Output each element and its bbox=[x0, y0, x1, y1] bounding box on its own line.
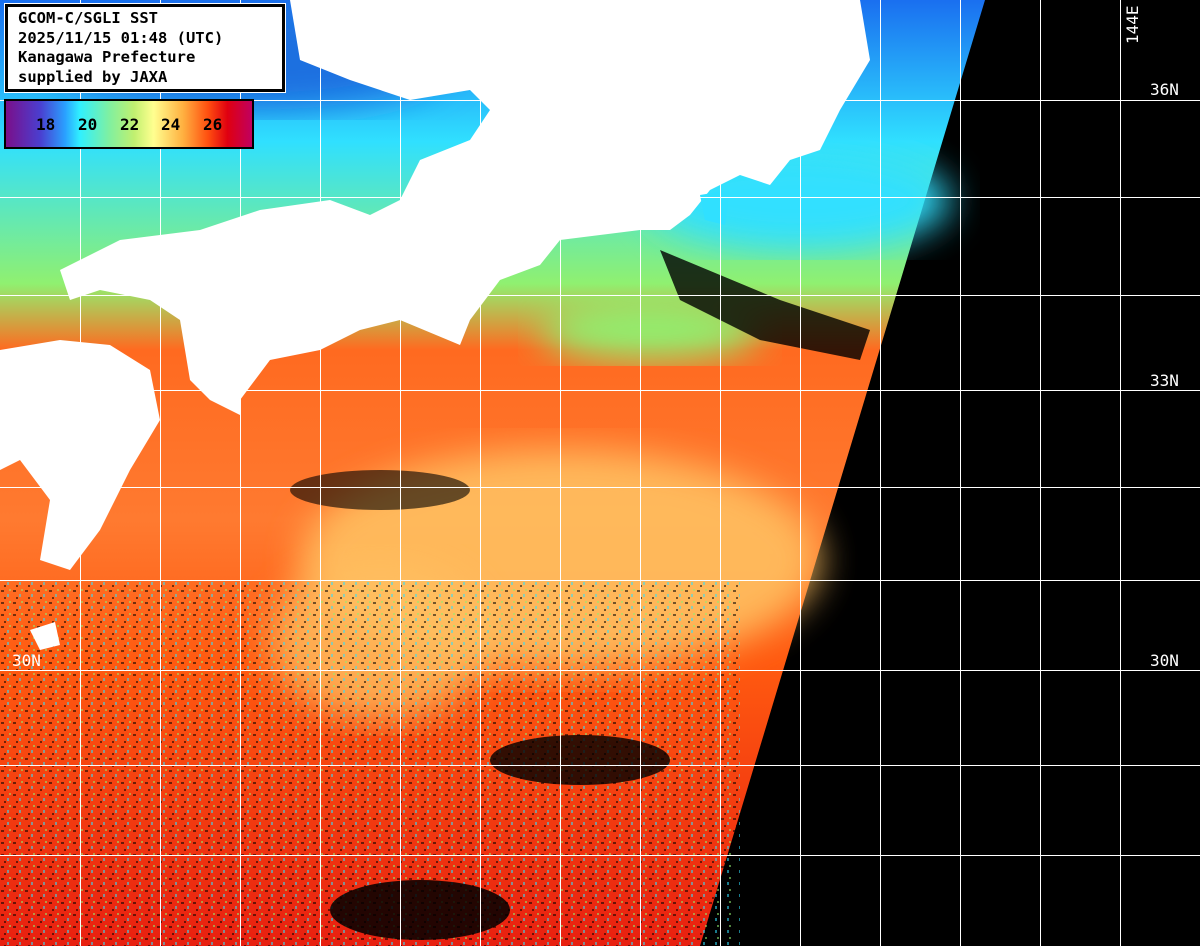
colorbar-tick: 20 bbox=[78, 115, 98, 134]
lon-label-136e: 136E bbox=[484, 3, 503, 42]
colorbar-tick: 24 bbox=[161, 115, 181, 134]
lat-label-30n: 30N bbox=[1150, 651, 1179, 670]
lat-label-36n: 36N bbox=[1150, 80, 1179, 99]
supplier: supplied by JAXA bbox=[18, 67, 168, 86]
colorbar-tick: 26 bbox=[203, 115, 223, 134]
colorbar: 18 20 22 24 26 bbox=[4, 99, 254, 149]
product-title: GCOM-C/SGLI SST bbox=[18, 9, 158, 27]
lat-label-30n-left: 30N bbox=[12, 651, 41, 670]
lat-label-33n-left: 33N bbox=[12, 371, 41, 390]
observation-time: 2025/11/15 01:48 (UTC) bbox=[18, 28, 224, 47]
provider: Kanagawa Prefecture bbox=[18, 48, 196, 66]
lon-label-144e: 144E bbox=[1123, 5, 1142, 44]
info-box: GCOM-C/SGLI SST 2025/11/15 01:48 (UTC) K… bbox=[4, 3, 286, 93]
colorbar-tick: 18 bbox=[36, 115, 56, 134]
colorbar-tick: 22 bbox=[120, 115, 140, 134]
lat-label-33n: 33N bbox=[1150, 371, 1179, 390]
